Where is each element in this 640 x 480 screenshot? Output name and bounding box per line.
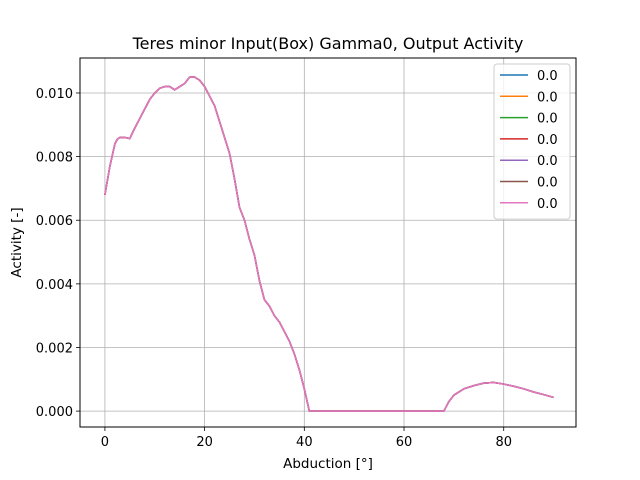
legend-label: 0.0 [537,197,558,212]
legend-label: 0.0 [537,90,558,105]
legend-label: 0.0 [537,176,558,191]
x-tick-label: 0 [101,435,109,450]
y-tick-label: 0.006 [36,214,73,229]
x-tick-label: 60 [396,435,413,450]
chart-title: Teres minor Input(Box) Gamma0, Output Ac… [132,34,524,53]
legend: 0.0 0.0 0.0 0.0 0.0 0.0 0.0 [493,63,571,220]
x-tick-label: 20 [196,435,213,450]
axis-ticks: 0 20 40 60 80 0.000 0.002 0.004 0.006 0.008 0.010 [36,87,512,450]
x-tick-label: 80 [495,435,512,450]
series-lines [104,76,554,412]
y-tick-label: 0.008 [36,151,73,166]
plot-area-frame [79,57,577,428]
legend-label: 0.0 [537,69,558,84]
legend-label: 0.0 [537,154,558,169]
legend-frame [493,63,571,220]
grid [80,58,576,427]
y-tick-label: 0.010 [36,87,73,102]
y-tick-label: 0.002 [36,341,73,356]
y-tick-label: 0.004 [36,278,73,293]
series-line-7 [104,76,554,412]
x-axis-label: Abduction [°] [283,456,373,472]
y-tick-label: 0.000 [36,405,73,420]
y-axis-label: Activity [-] [9,207,25,277]
legend-label: 0.0 [537,133,558,148]
legend-label: 0.0 [537,112,558,127]
x-tick-label: 40 [296,435,313,450]
